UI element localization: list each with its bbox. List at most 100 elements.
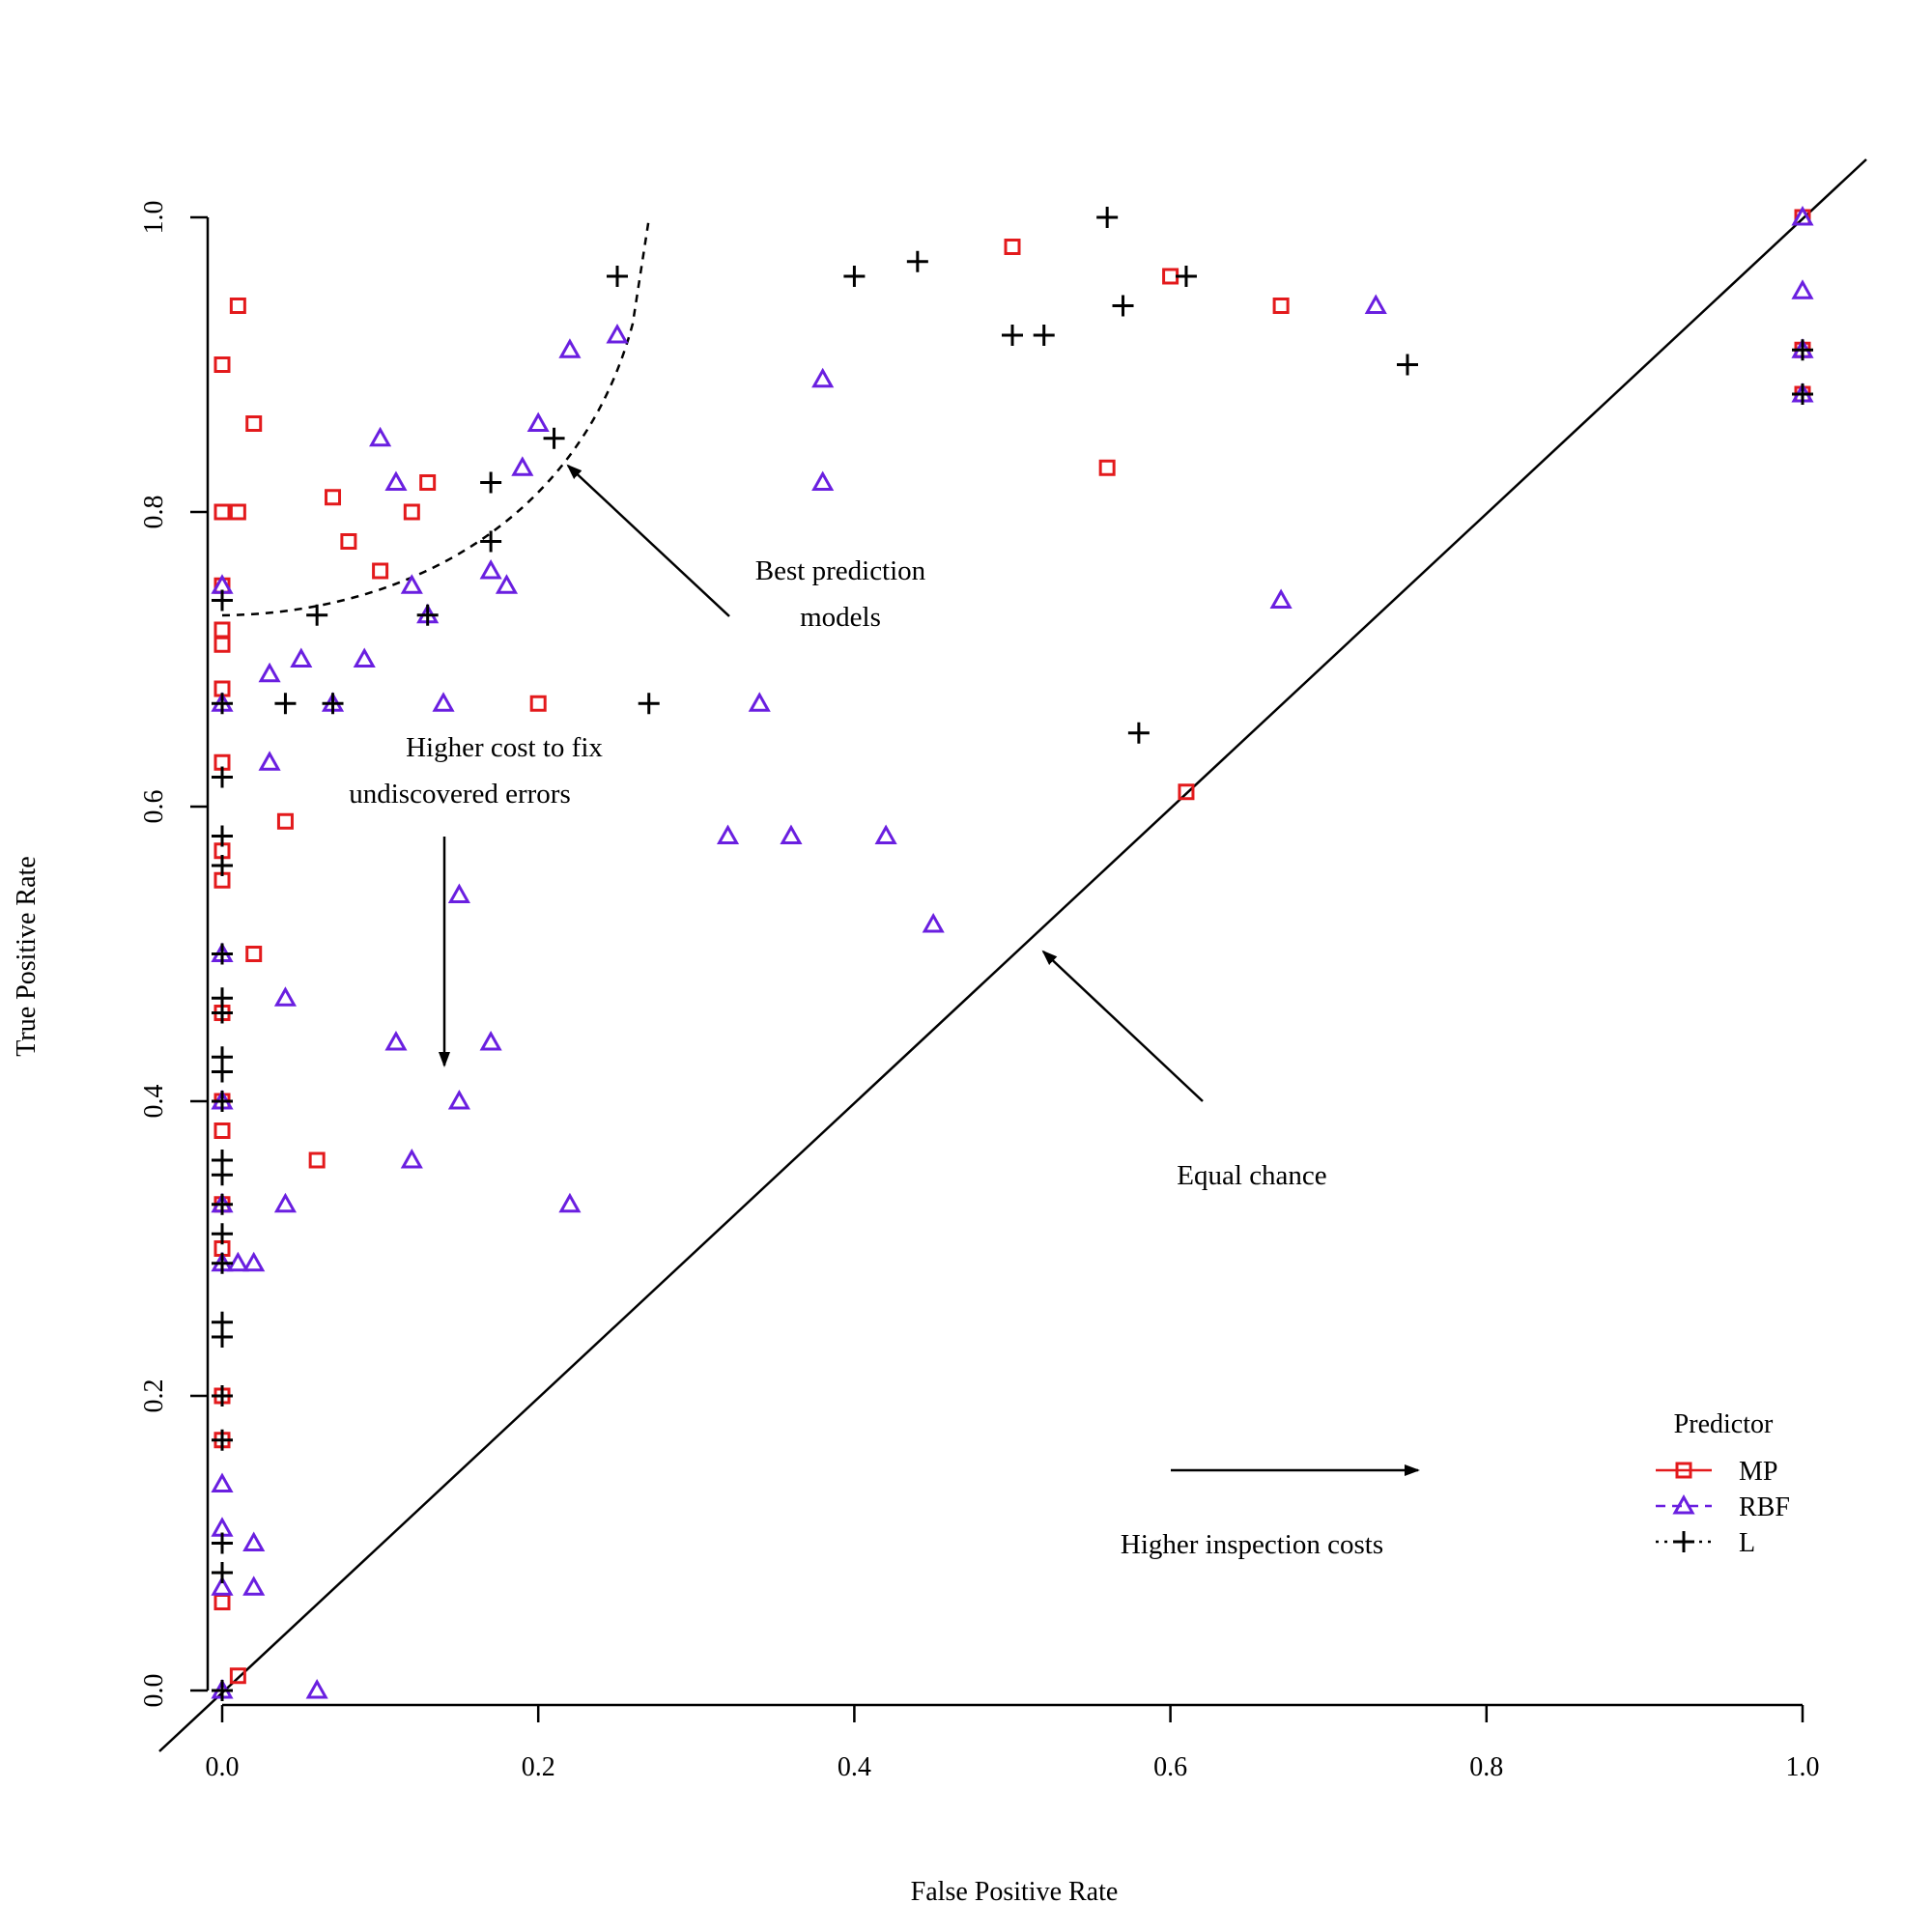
point-mp [1272, 298, 1290, 314]
point-rbf [305, 1678, 328, 1699]
point-mp [372, 562, 389, 580]
x-tick-label: 0.2 [522, 1752, 555, 1782]
point-l [843, 266, 866, 287]
equal-chance-line [158, 158, 1867, 1752]
point-rbf [1364, 294, 1387, 314]
point-mp [229, 1667, 246, 1685]
point-l [212, 1002, 233, 1024]
point-l [212, 855, 233, 876]
point-mp [213, 503, 231, 521]
point-l [212, 1429, 233, 1451]
legend: Predictor MP RBF L [1656, 1409, 1790, 1558]
point-rbf [400, 574, 423, 594]
point-rbf [447, 1089, 470, 1110]
point-rbf [479, 558, 502, 580]
point-mp [340, 533, 357, 550]
point-l [322, 693, 344, 715]
y-axis-label: True Positive Rate [12, 856, 42, 1056]
point-rbf [384, 1030, 408, 1051]
point-l [1397, 354, 1418, 376]
point-rbf [273, 1192, 298, 1213]
point-l [212, 1164, 233, 1186]
best-models-curve [221, 216, 651, 617]
point-rbf [369, 426, 392, 447]
series-l [212, 207, 1813, 1701]
series-mp [213, 209, 1811, 1685]
x-tick-label: 0.8 [1469, 1752, 1503, 1782]
x-axis-label: False Positive Rate [911, 1877, 1119, 1907]
point-l [212, 589, 233, 611]
point-l [212, 1061, 233, 1083]
point-rbf [400, 1148, 423, 1169]
point-l [212, 1562, 233, 1583]
annotation-best-line1: Best prediction [755, 555, 926, 586]
point-l [480, 471, 502, 494]
point-l [212, 825, 233, 847]
point-rbf [273, 986, 298, 1007]
point-rbf [780, 824, 803, 844]
x-tick-label: 0.4 [838, 1752, 871, 1782]
point-rbf [1791, 279, 1814, 299]
point-l [1033, 325, 1055, 346]
point-mp [1178, 783, 1195, 801]
point-rbf [258, 751, 281, 771]
y-tick-label: 0.4 [139, 1085, 169, 1119]
point-l [212, 943, 233, 965]
point-rbf [211, 1472, 234, 1492]
legend-label-l: L [1739, 1528, 1755, 1558]
point-mp [1098, 459, 1116, 476]
point-l [212, 1193, 233, 1215]
point-l [1127, 722, 1150, 744]
point-mp [245, 415, 263, 432]
point-mp [213, 621, 231, 639]
annotation-equal-chance: Equal chance [1177, 1160, 1326, 1191]
point-mp [213, 356, 231, 373]
legend-label-rbf: RBF [1739, 1492, 1790, 1522]
point-rbf [242, 1251, 266, 1272]
best-models-arrow [566, 464, 730, 617]
point-mp [403, 503, 420, 521]
point-l [906, 250, 928, 272]
point-l [1792, 339, 1813, 361]
point-l [306, 604, 328, 626]
point-mp [308, 1151, 326, 1169]
annotation-best-line2: models [800, 602, 881, 633]
point-rbf [811, 367, 835, 388]
point-rbf [479, 1030, 502, 1051]
point-rbf [716, 824, 740, 844]
y-tick-label: 0.0 [139, 1674, 169, 1708]
point-rbf [748, 692, 771, 712]
annotation-cost-line1: Higher cost to fix [406, 732, 603, 763]
point-l [480, 530, 502, 553]
point-l [607, 266, 628, 287]
y-tick-label: 0.6 [139, 790, 169, 824]
point-l [1792, 384, 1813, 405]
point-l [212, 693, 233, 715]
point-mp [213, 1594, 231, 1610]
point-l [212, 1385, 233, 1406]
y-tick-label: 0.8 [139, 496, 169, 529]
point-l [1175, 266, 1197, 287]
legend-title: Predictor [1674, 1409, 1774, 1439]
point-rbf [242, 1531, 266, 1551]
point-rbf [258, 662, 281, 683]
legend-marker-mp [1675, 1462, 1692, 1479]
x-tick-label: 0.6 [1153, 1752, 1187, 1782]
point-l [1002, 325, 1023, 346]
point-l [1096, 207, 1119, 228]
point-l [543, 427, 565, 449]
point-l [416, 604, 439, 626]
point-rbf [432, 692, 455, 712]
point-rbf [811, 470, 835, 491]
y-tick-label: 1.0 [139, 201, 169, 235]
legend-marker-l [1673, 1531, 1694, 1552]
point-rbf [874, 824, 897, 844]
point-rbf [922, 912, 945, 933]
y-tick-label: 0.2 [139, 1379, 169, 1413]
point-rbf [511, 456, 534, 476]
point-mp [529, 695, 547, 712]
point-l [212, 766, 233, 788]
point-mp [245, 946, 263, 962]
point-l [212, 1680, 233, 1701]
point-rbf [290, 647, 313, 668]
